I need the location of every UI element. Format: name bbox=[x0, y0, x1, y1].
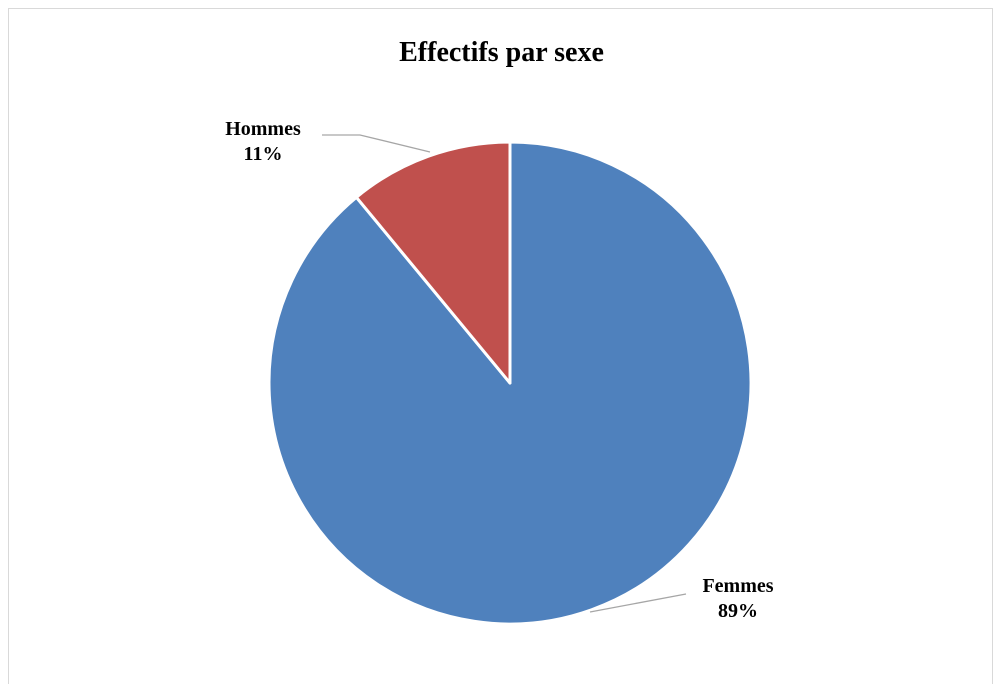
data-label-value-femmes: 89% bbox=[718, 600, 758, 622]
pie-slices bbox=[267, 140, 753, 626]
leader-lines bbox=[322, 134, 687, 613]
data-label-value-hommes: 11% bbox=[244, 143, 283, 165]
pie-slice-hommes bbox=[354, 140, 512, 385]
leader-line-femmes bbox=[589, 593, 687, 613]
leader-line-hommes bbox=[322, 134, 431, 153]
data-label-name-femmes: Femmes bbox=[702, 575, 773, 597]
chart-title: Effectifs par sexe bbox=[399, 37, 604, 68]
data-labels: Femmes 89% Hommes 11% bbox=[225, 118, 774, 622]
data-label-name-hommes: Hommes bbox=[225, 118, 301, 140]
